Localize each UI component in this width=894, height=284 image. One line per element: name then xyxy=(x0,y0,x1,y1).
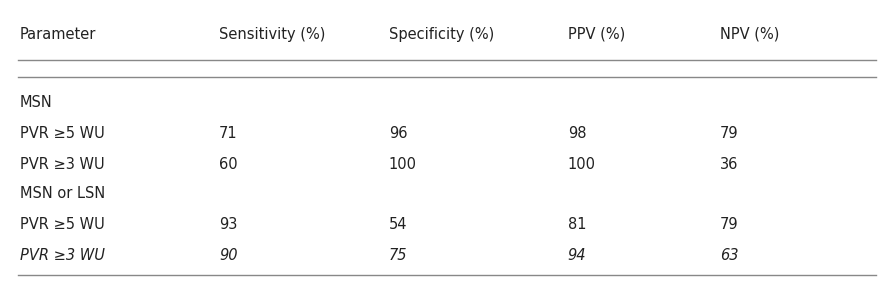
Text: 81: 81 xyxy=(568,217,586,232)
Text: Sensitivity (%): Sensitivity (%) xyxy=(219,27,325,41)
Text: 79: 79 xyxy=(720,217,738,232)
Text: 79: 79 xyxy=(720,126,738,141)
Text: 93: 93 xyxy=(219,217,238,232)
Text: 60: 60 xyxy=(219,157,238,172)
Text: Parameter: Parameter xyxy=(20,27,96,41)
Text: PVR ≥3 WU: PVR ≥3 WU xyxy=(20,248,105,263)
Text: 75: 75 xyxy=(389,248,408,263)
Text: 96: 96 xyxy=(389,126,408,141)
Text: MSN or LSN: MSN or LSN xyxy=(20,186,105,201)
Text: 100: 100 xyxy=(389,157,417,172)
Text: PVR ≥5 WU: PVR ≥5 WU xyxy=(20,217,105,232)
Text: 63: 63 xyxy=(720,248,738,263)
Text: PVR ≥5 WU: PVR ≥5 WU xyxy=(20,126,105,141)
Text: NPV (%): NPV (%) xyxy=(720,27,779,41)
Text: PVR ≥3 WU: PVR ≥3 WU xyxy=(20,157,105,172)
Text: 54: 54 xyxy=(389,217,408,232)
Text: 100: 100 xyxy=(568,157,595,172)
Text: 90: 90 xyxy=(219,248,238,263)
Text: PPV (%): PPV (%) xyxy=(568,27,625,41)
Text: 36: 36 xyxy=(720,157,738,172)
Text: Specificity (%): Specificity (%) xyxy=(389,27,494,41)
Text: MSN: MSN xyxy=(20,95,53,110)
Text: 98: 98 xyxy=(568,126,586,141)
Text: 71: 71 xyxy=(219,126,238,141)
Text: 94: 94 xyxy=(568,248,586,263)
